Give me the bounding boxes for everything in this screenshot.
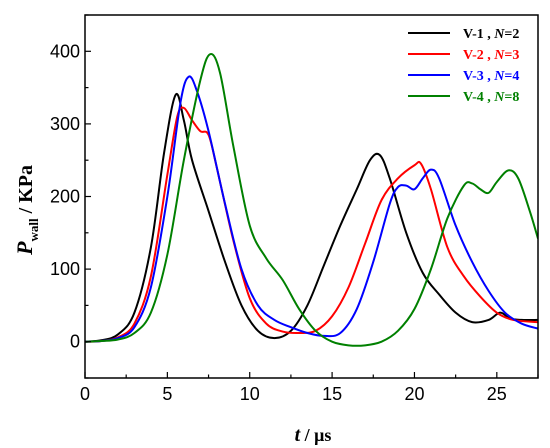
- legend-label: V-4 , N=8: [463, 90, 519, 105]
- legend-label: V-3 , N=4: [463, 69, 519, 84]
- series-line-3: [85, 75, 538, 343]
- x-tick-label: 10: [240, 384, 260, 404]
- legend-label: V-1 , N=2: [463, 27, 519, 42]
- legend-item: V-4 , N=8: [408, 90, 519, 105]
- x-tick-label: 25: [487, 384, 507, 404]
- x-axis-unit: / μs: [300, 425, 331, 445]
- ticks-layer: 0 5 10 15 20 25 0 100 200 300 400: [50, 14, 539, 404]
- series-layer: [85, 53, 538, 347]
- y-tick-label: 200: [50, 187, 80, 207]
- legend-item: V-2 , N=3: [408, 48, 519, 63]
- x-tick-label: 15: [322, 384, 342, 404]
- series-line-4: [85, 53, 538, 347]
- legend-item: V-1 , N=2: [408, 27, 519, 42]
- series-line-2: [85, 106, 538, 343]
- x-tick-label: 0: [80, 384, 90, 404]
- y-tick-label: 0: [70, 332, 80, 352]
- y-axis-subscript: wall: [26, 218, 41, 242]
- y-axis-symbol: P: [12, 241, 37, 256]
- legend: V-1 , N=2 V-2 , N=3 V-3 , N=4 V-4 , N=8: [408, 27, 519, 105]
- x-tick-label: 5: [162, 384, 172, 404]
- y-tick-label: 400: [50, 41, 80, 61]
- legend-item: V-3 , N=4: [408, 69, 519, 84]
- x-axis-title: t / μs: [295, 424, 332, 446]
- y-tick-label: 100: [50, 259, 80, 279]
- legend-label: V-2 , N=3: [463, 48, 519, 63]
- x-axis-symbol: t: [295, 424, 302, 446]
- y-tick-label: 300: [50, 114, 80, 134]
- y-axis-title: Pwall / KPa: [12, 165, 41, 256]
- series-line-1: [85, 92, 538, 343]
- x-tick-label: 20: [404, 384, 424, 404]
- y-axis-unit: / KPa: [15, 165, 37, 218]
